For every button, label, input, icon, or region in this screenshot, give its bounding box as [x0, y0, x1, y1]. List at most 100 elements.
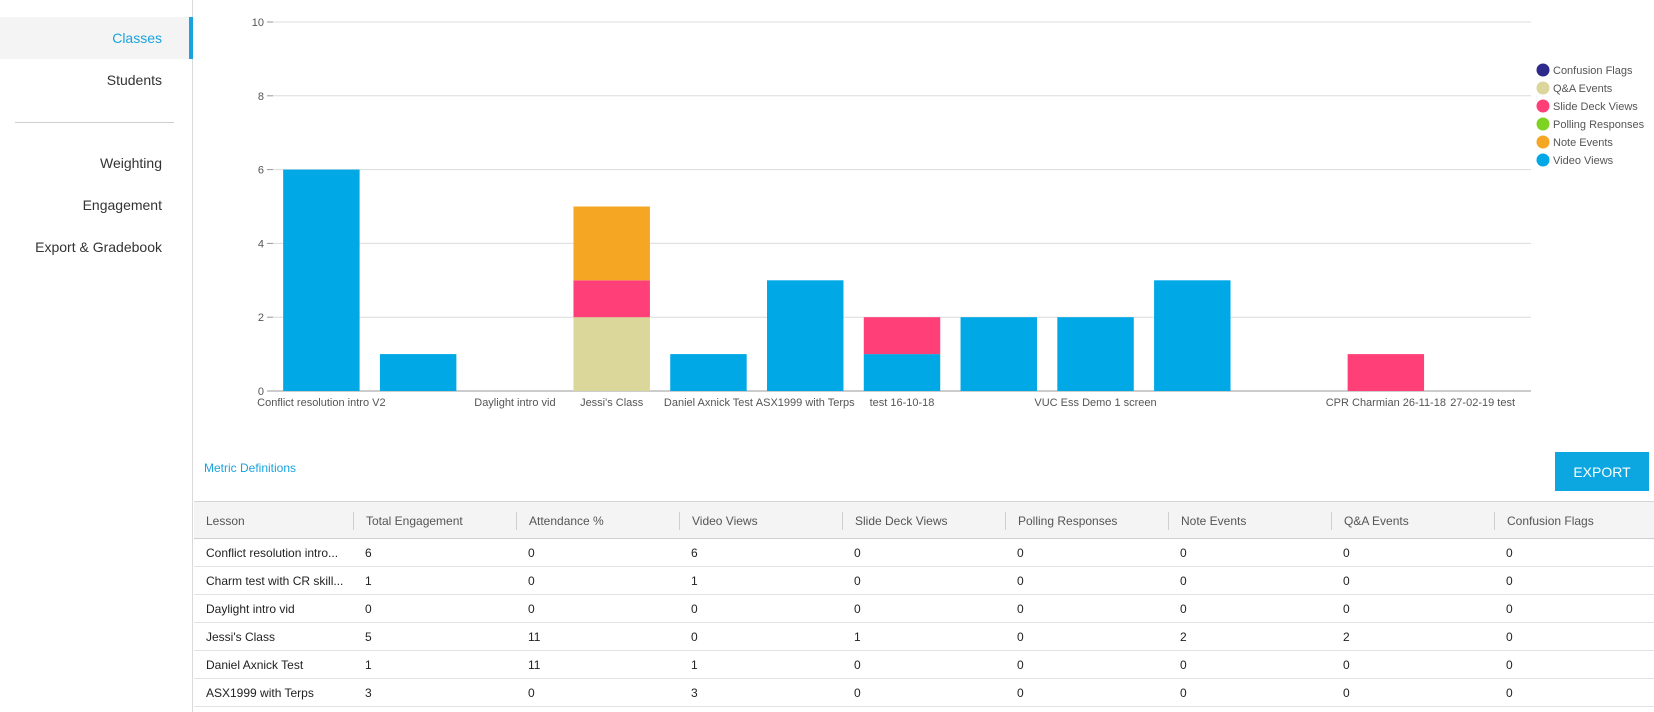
table-row[interactable]: Conflict resolution intro... 6 0 6 0 0 0 0 0 — [194, 539, 1654, 567]
table-cell: 6 — [365, 546, 372, 560]
table-row[interactable]: Charm test with CR skill... 1 0 1 0 0 0 0 0 — [194, 567, 1654, 595]
table-cell: 0 — [1506, 686, 1513, 700]
column-header[interactable]: Confusion Flags — [1494, 512, 1654, 530]
column-header[interactable]: Attendance % — [516, 512, 679, 530]
table-row[interactable]: Daylight intro vid 0 0 0 0 0 0 0 0 — [194, 595, 1654, 623]
table-cell: Daylight intro vid — [206, 602, 295, 616]
table-cell: 2 — [1343, 630, 1350, 644]
legend-label: Polling Responses — [1553, 119, 1645, 131]
sidebar-item-export-gradebook[interactable]: Export & Gradebook — [35, 239, 162, 255]
legend-label: Slide Deck Views — [1553, 101, 1638, 113]
table-body: Conflict resolution intro... 6 0 6 0 0 0 0 0 Char… — [194, 539, 1654, 707]
y-tick-label: 0 — [258, 386, 264, 398]
export-button[interactable]: EXPORT — [1555, 452, 1649, 491]
legend-label: Video Views — [1553, 155, 1614, 167]
table-cell: 1 — [691, 574, 698, 588]
sidebar-divider — [15, 122, 174, 123]
legend-label: Q&A Events — [1553, 83, 1613, 95]
column-header[interactable]: Lesson — [206, 514, 245, 528]
table-cell: 1 — [854, 630, 861, 644]
legend-label: Confusion Flags — [1553, 65, 1633, 77]
table-cell: Conflict resolution intro... — [206, 546, 339, 560]
table-cell: 0 — [1017, 658, 1024, 672]
table-row[interactable]: Jessi's Class 5 11 0 1 0 2 2 0 — [194, 623, 1654, 651]
table-cell: 0 — [1180, 602, 1187, 616]
column-header[interactable]: Slide Deck Views — [842, 512, 1005, 530]
sidebar-item-weighting[interactable]: Weighting — [99, 155, 162, 171]
table-cell: 0 — [854, 546, 861, 560]
table-cell: 0 — [1180, 658, 1187, 672]
table-cell: 2 — [1180, 630, 1187, 644]
table-cell: 0 — [528, 574, 535, 588]
bar-segment — [863, 354, 941, 391]
column-header[interactable]: Q&A Events — [1331, 512, 1494, 530]
bar-segment — [863, 317, 941, 355]
table-cell: 0 — [1017, 546, 1024, 560]
x-tick-label: VUC Ess Demo 1 screen — [1034, 397, 1156, 409]
table-cell: 0 — [528, 546, 535, 560]
legend-swatch — [1536, 99, 1550, 113]
table-cell: ASX1999 with Terps — [206, 686, 314, 700]
table-cell: 0 — [1506, 574, 1513, 588]
table-cell: 0 — [1506, 658, 1513, 672]
legend-swatch — [1536, 63, 1550, 77]
table-cell: 0 — [365, 602, 372, 616]
y-tick-label: 10 — [252, 17, 264, 29]
table-cell: 0 — [1180, 686, 1187, 700]
column-header[interactable]: Video Views — [679, 512, 842, 530]
table-cell: 0 — [691, 602, 698, 616]
table-cell: 0 — [1506, 602, 1513, 616]
bar-segment — [1347, 354, 1425, 391]
bar-segment — [283, 169, 360, 391]
table-cell: 0 — [1017, 686, 1024, 700]
table-cell: 0 — [1017, 602, 1024, 616]
table-cell: Charm test with CR skill... — [206, 574, 344, 588]
metric-definitions-link[interactable]: Metric Definitions — [204, 461, 297, 475]
table-cell: 0 — [854, 574, 861, 588]
legend-swatch — [1536, 153, 1550, 167]
sidebar-item-students[interactable]: Students — [106, 72, 162, 88]
column-header[interactable]: Polling Responses — [1005, 512, 1168, 530]
y-tick-label: 2 — [258, 312, 264, 324]
bar-segment — [1154, 280, 1231, 391]
y-tick-label: 8 — [258, 91, 264, 103]
x-tick-label: ASX1999 with Terps — [756, 397, 855, 409]
bar-segment — [670, 354, 747, 391]
y-tick-label: 6 — [258, 165, 264, 177]
engagement-chart: 0 2 4 6 8 10 Conflict resolution intro V2 Dayli… — [252, 17, 1645, 409]
column-header[interactable]: Total Engagement — [353, 512, 516, 530]
x-tick-label: Daniel Axnick Test — [664, 397, 753, 409]
bar-segment — [573, 206, 650, 281]
bar-segment — [573, 280, 650, 318]
bar-segment — [960, 317, 1037, 391]
table-cell: 6 — [691, 546, 698, 560]
table-cell: 0 — [1017, 630, 1024, 644]
table-cell: 0 — [691, 630, 698, 644]
table-cell: 0 — [854, 658, 861, 672]
table-cell: 1 — [691, 658, 698, 672]
table-cell: 5 — [365, 630, 372, 644]
x-tick-label: Conflict resolution intro V2 — [257, 397, 385, 409]
legend-swatch — [1536, 81, 1550, 95]
table-cell: Daniel Axnick Test — [206, 658, 304, 672]
table-cell: 11 — [528, 658, 541, 672]
table-cell: 0 — [1343, 602, 1350, 616]
x-tick-label: Jessi's Class — [580, 397, 644, 409]
table-cell: Jessi's Class — [206, 630, 275, 644]
table-cell: 1 — [365, 574, 372, 588]
x-tick-label: Daylight intro vid — [474, 397, 555, 409]
legend-swatch — [1536, 135, 1550, 149]
sidebar-item-engagement[interactable]: Engagement — [82, 197, 162, 213]
table-row[interactable]: Daniel Axnick Test 1 11 1 0 0 0 0 0 — [194, 651, 1654, 679]
table-cell: 0 — [1180, 546, 1187, 560]
table-cell: 0 — [1180, 574, 1187, 588]
x-tick-label: 27-02-19 test — [1450, 397, 1515, 409]
table-cell: 0 — [528, 686, 535, 700]
table-cell: 3 — [691, 686, 698, 700]
bar-segment — [767, 280, 844, 391]
column-header[interactable]: Note Events — [1168, 512, 1331, 530]
sidebar-item-classes[interactable]: Classes — [0, 17, 193, 59]
table-cell: 0 — [1343, 658, 1350, 672]
sidebar: Classes Students Weighting Engagement Ex… — [0, 0, 193, 712]
table-row[interactable]: ASX1999 with Terps 3 0 3 0 0 0 0 0 — [194, 679, 1654, 707]
